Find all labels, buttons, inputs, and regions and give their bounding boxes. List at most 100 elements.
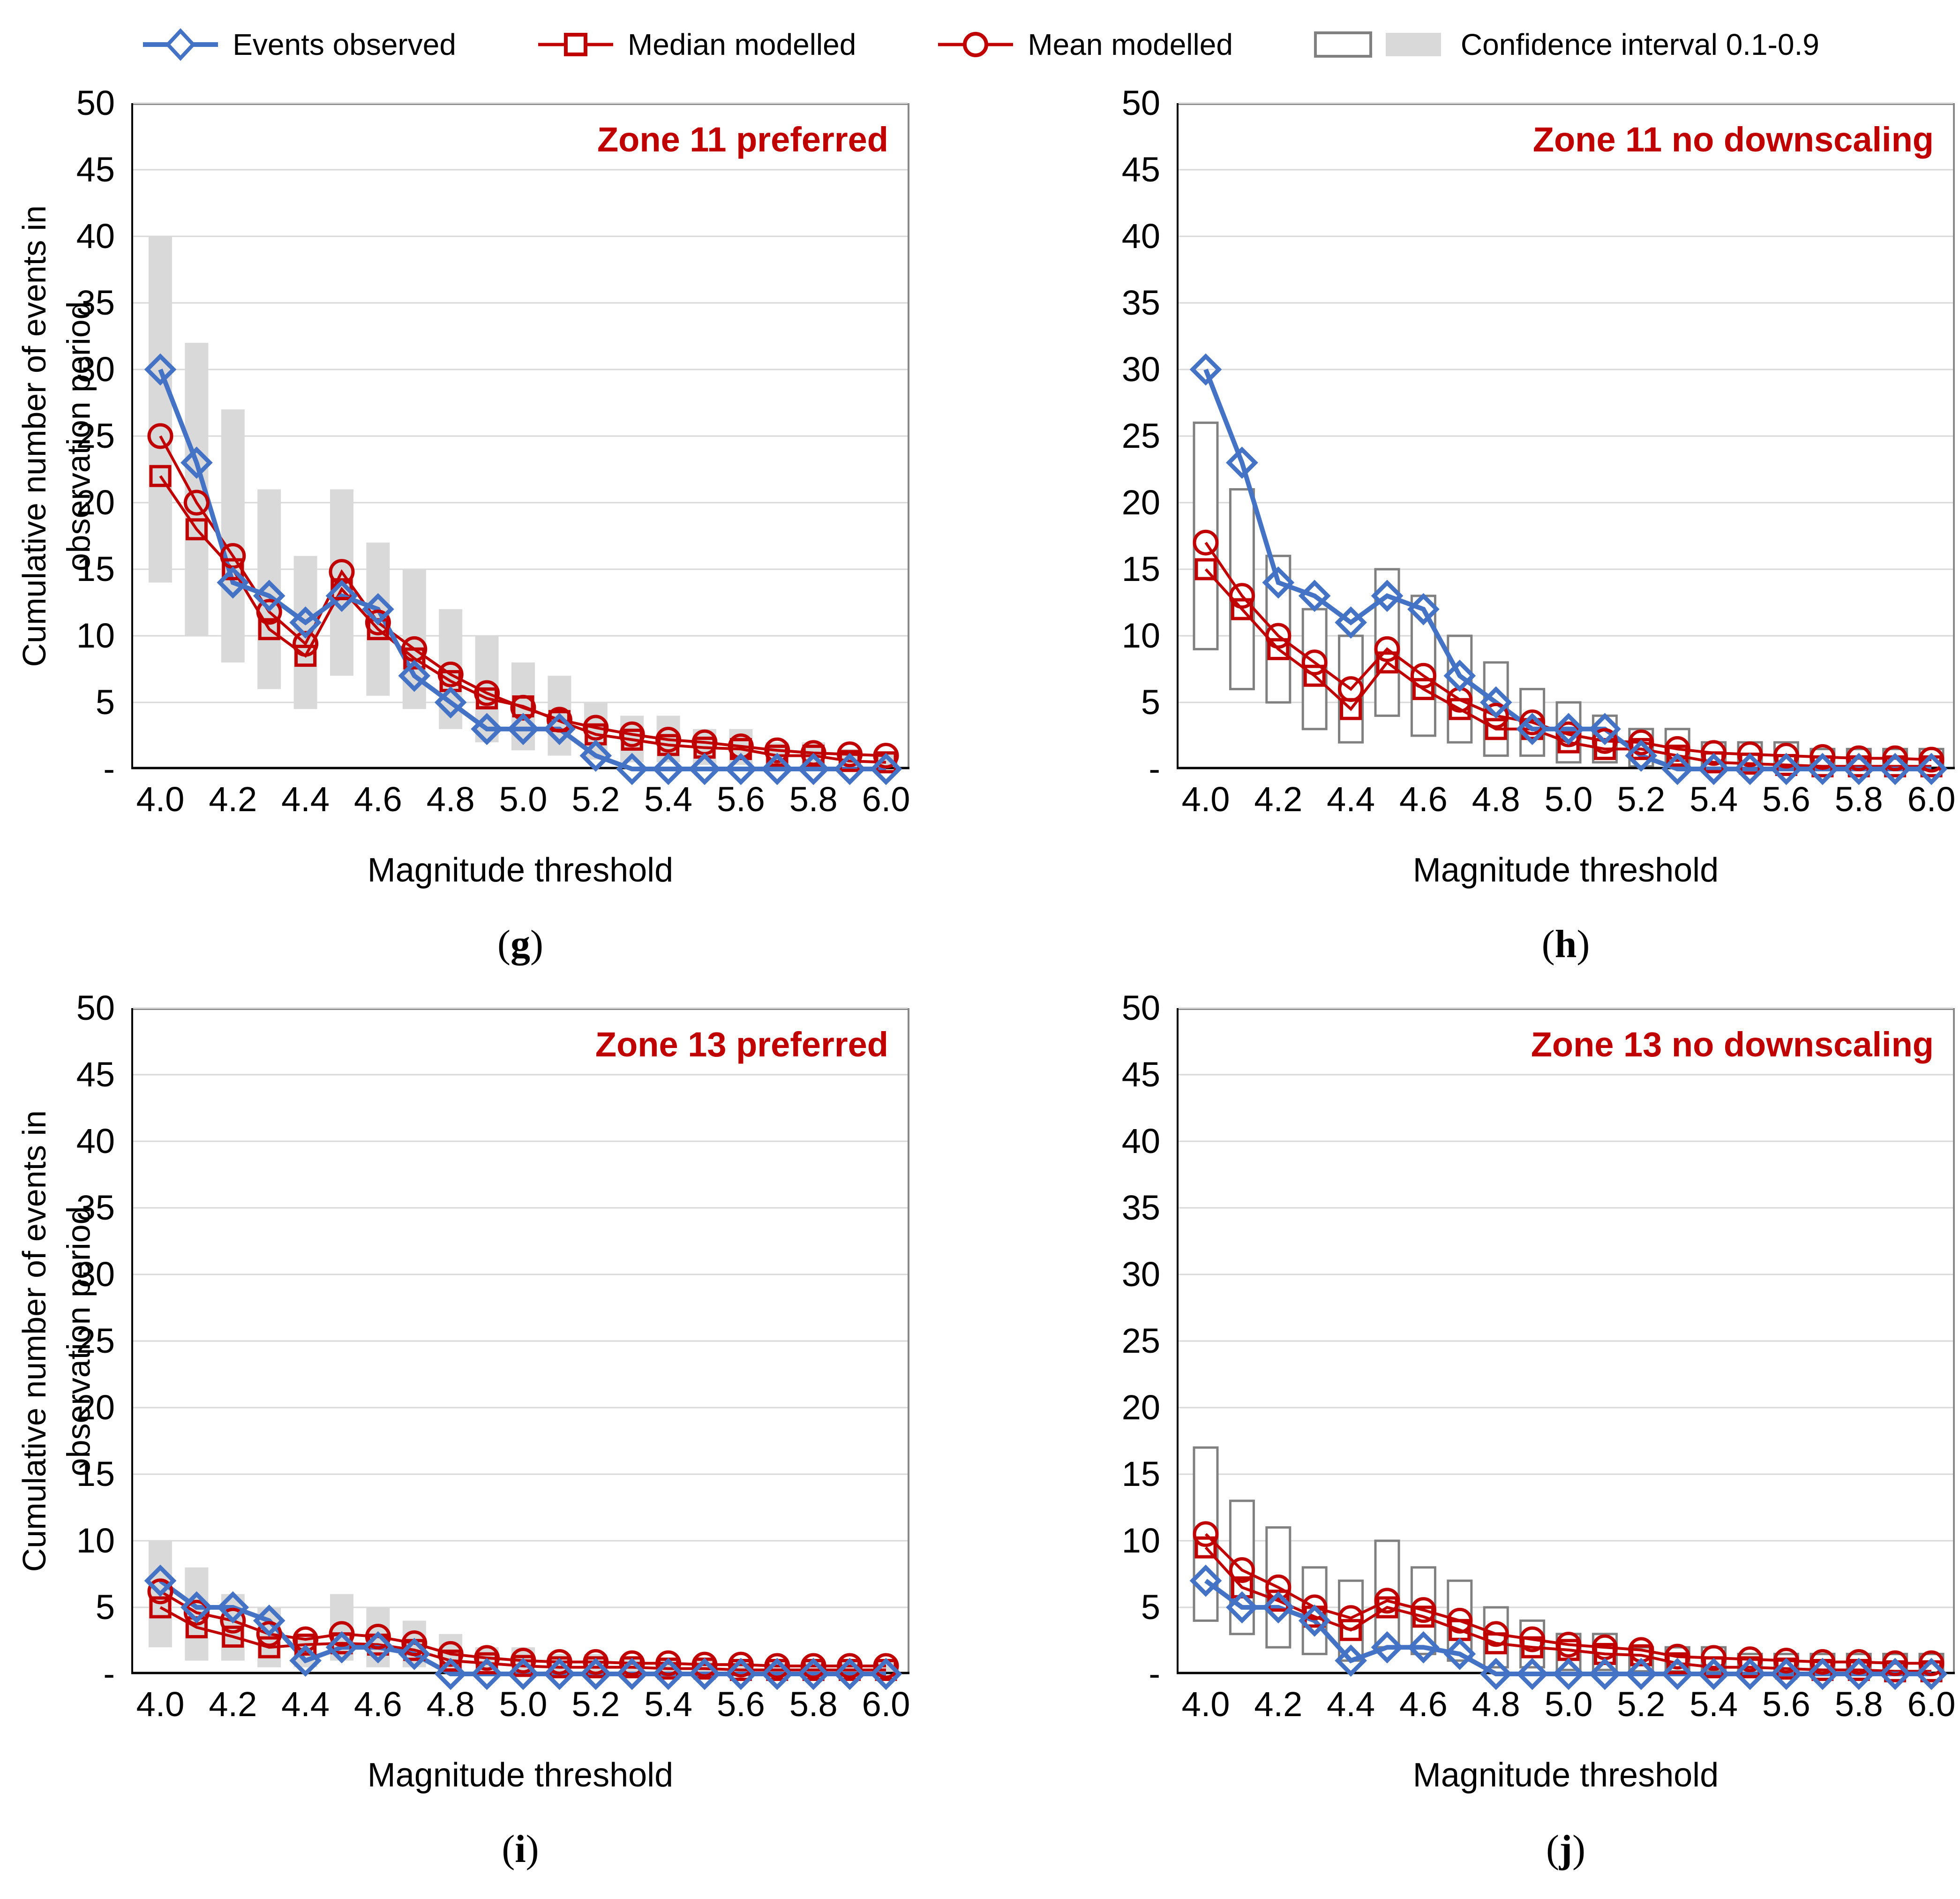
x-tick-label: 5.4 xyxy=(1690,1685,1738,1724)
x-tick-label: 5.8 xyxy=(1834,780,1883,819)
x-axis-title: Magnitude threshold xyxy=(1412,852,1719,889)
y-tick-label: 45 xyxy=(1121,150,1160,189)
x-tick-label: 4.6 xyxy=(353,1685,402,1724)
y-tick-label: 45 xyxy=(1121,1055,1160,1094)
x-tick-label: 4.8 xyxy=(1472,1685,1520,1724)
x-axis-ticks: 4.0 4.2 4.4 4.6 4.8 5.0 5.2 5.4 5.6 5.8 6.0 xyxy=(131,1685,910,1732)
y-tick-label: 40 xyxy=(1121,1122,1160,1160)
x-tick-label: 4.2 xyxy=(1254,780,1303,819)
legend-item-median-modelled: Median modelled xyxy=(536,26,856,63)
chart-panel-zone13-no-downscaling: 50 45 40 35 30 25 20 15 10 5 - Zone 13 no downscal… xyxy=(980,988,1960,1899)
y-tick-label: 40 xyxy=(1121,217,1160,256)
chart-plot xyxy=(1177,102,1955,785)
y-tick-label: - xyxy=(103,1654,115,1693)
x-tick-label: 5.2 xyxy=(571,780,620,819)
y-tick-label: - xyxy=(1149,749,1160,788)
y-axis-ticks: 50 45 40 35 30 25 20 15 10 5 - xyxy=(7,86,124,786)
x-tick-label: 5.0 xyxy=(1544,1685,1593,1724)
x-tick-label: 5.0 xyxy=(499,1685,548,1724)
y-tick-label: 15 xyxy=(1121,550,1160,588)
y-tick-label: 15 xyxy=(76,550,115,588)
y-tick-label: 50 xyxy=(76,988,115,1027)
legend-label: Mean modelled xyxy=(1028,28,1233,61)
chart-title: Zone 13 no downscaling xyxy=(1531,1025,1934,1064)
x-axis-title: Magnitude threshold xyxy=(1412,1756,1719,1794)
y-tick-label: 20 xyxy=(1121,483,1160,522)
y-tick-label: 40 xyxy=(76,1122,115,1160)
y-tick-label: 10 xyxy=(76,616,115,655)
x-tick-label: 4.0 xyxy=(136,1685,185,1724)
x-tick-label: 6.0 xyxy=(1907,780,1956,819)
x-axis-title: Magnitude threshold xyxy=(367,852,674,889)
y-tick-label: 25 xyxy=(76,416,115,455)
x-tick-label: 6.0 xyxy=(862,780,910,819)
legend-label: Median modelled xyxy=(627,28,856,61)
legend-item-confidence-interval: Confidence interval 0.1-0.9 xyxy=(1313,26,1819,63)
chart-plot xyxy=(131,102,909,785)
y-tick-label: 25 xyxy=(1121,1321,1160,1360)
legend-item-mean-modelled: Mean modelled xyxy=(936,26,1233,63)
x-tick-label: 4.6 xyxy=(353,780,402,819)
x-tick-label: 5.2 xyxy=(571,1685,620,1724)
panel-letter-label: (g) xyxy=(497,922,543,966)
y-tick-label: 30 xyxy=(1121,1255,1160,1294)
x-tick-label: 5.0 xyxy=(499,780,548,819)
x-tick-label: 5.8 xyxy=(789,780,838,819)
y-tick-label: 35 xyxy=(1121,283,1160,322)
x-axis-ticks: 4.0 4.2 4.4 4.6 4.8 5.0 5.2 5.4 5.6 5.8 6.0 xyxy=(131,780,910,827)
x-tick-label: 5.8 xyxy=(1834,1685,1883,1724)
y-axis-ticks: 50 45 40 35 30 25 20 15 10 5 - xyxy=(7,991,124,1691)
y-tick-label: 15 xyxy=(76,1454,115,1493)
x-axis-title: Magnitude threshold xyxy=(367,1756,674,1794)
plot-area: Zone 13 preferred xyxy=(131,1007,909,1690)
x-tick-label: 6.0 xyxy=(1907,1685,1956,1724)
y-tick-label: 35 xyxy=(76,283,115,322)
y-tick-label: 50 xyxy=(76,83,115,122)
panel-letter-label: (j) xyxy=(1546,1827,1585,1871)
y-tick-label: 5 xyxy=(1141,1588,1160,1627)
y-tick-label: 20 xyxy=(76,1388,115,1427)
chart-title: Zone 11 preferred xyxy=(597,120,888,159)
x-tick-label: 4.2 xyxy=(209,780,257,819)
y-tick-label: 20 xyxy=(76,483,115,522)
y-tick-label: 35 xyxy=(1121,1188,1160,1227)
chart-plot xyxy=(1177,1007,1955,1690)
y-tick-label: 5 xyxy=(95,683,115,722)
chart-title: Zone 13 preferred xyxy=(595,1025,888,1064)
x-tick-label: 4.8 xyxy=(426,780,475,819)
panel-letter-label: (h) xyxy=(1541,922,1590,966)
mean-modelled-marker-icon xyxy=(938,32,1014,57)
plot-area: Zone 11 preferred xyxy=(131,102,909,785)
y-tick-label: 20 xyxy=(1121,1388,1160,1427)
y-tick-label: 15 xyxy=(1121,1454,1160,1493)
figure-legend: Events observed Median modelled Mean mod… xyxy=(0,0,1960,89)
y-tick-label: 30 xyxy=(1121,350,1160,389)
x-tick-label: 4.4 xyxy=(281,1685,330,1724)
y-tick-label: 10 xyxy=(1121,1521,1160,1560)
y-tick-label: 10 xyxy=(1121,616,1160,655)
x-tick-label: 4.0 xyxy=(1181,780,1230,819)
y-tick-label: - xyxy=(103,749,115,788)
x-tick-label: 5.2 xyxy=(1617,1685,1666,1724)
chart-panel-zone11-preferred: Cumulative number of events in observati… xyxy=(0,86,980,994)
x-tick-label: 5.0 xyxy=(1544,780,1593,819)
plot-area: Zone 11 no downscaling xyxy=(1177,102,1955,785)
plot-area: Zone 13 no downscaling xyxy=(1177,1007,1955,1690)
x-tick-label: 4.2 xyxy=(1254,1685,1303,1724)
x-tick-label: 5.6 xyxy=(1762,780,1810,819)
x-tick-label: 5.4 xyxy=(644,1685,693,1724)
confidence-interval-swatch-icon xyxy=(1314,31,1441,58)
panel-letter-label: (i) xyxy=(502,1827,539,1871)
y-tick-label: 5 xyxy=(1141,683,1160,722)
x-tick-label: 5.8 xyxy=(789,1685,838,1724)
legend-label: Confidence interval 0.1-0.9 xyxy=(1460,28,1819,61)
x-tick-label: 4.8 xyxy=(1472,780,1520,819)
y-tick-label: 50 xyxy=(1121,988,1160,1027)
x-tick-label: 6.0 xyxy=(862,1685,910,1724)
chart-plot xyxy=(131,1007,909,1690)
x-tick-label: 5.2 xyxy=(1617,780,1666,819)
x-tick-label: 4.2 xyxy=(209,1685,257,1724)
x-tick-label: 4.6 xyxy=(1399,1685,1448,1724)
y-tick-label: 25 xyxy=(1121,416,1160,455)
y-tick-label: 30 xyxy=(76,350,115,389)
